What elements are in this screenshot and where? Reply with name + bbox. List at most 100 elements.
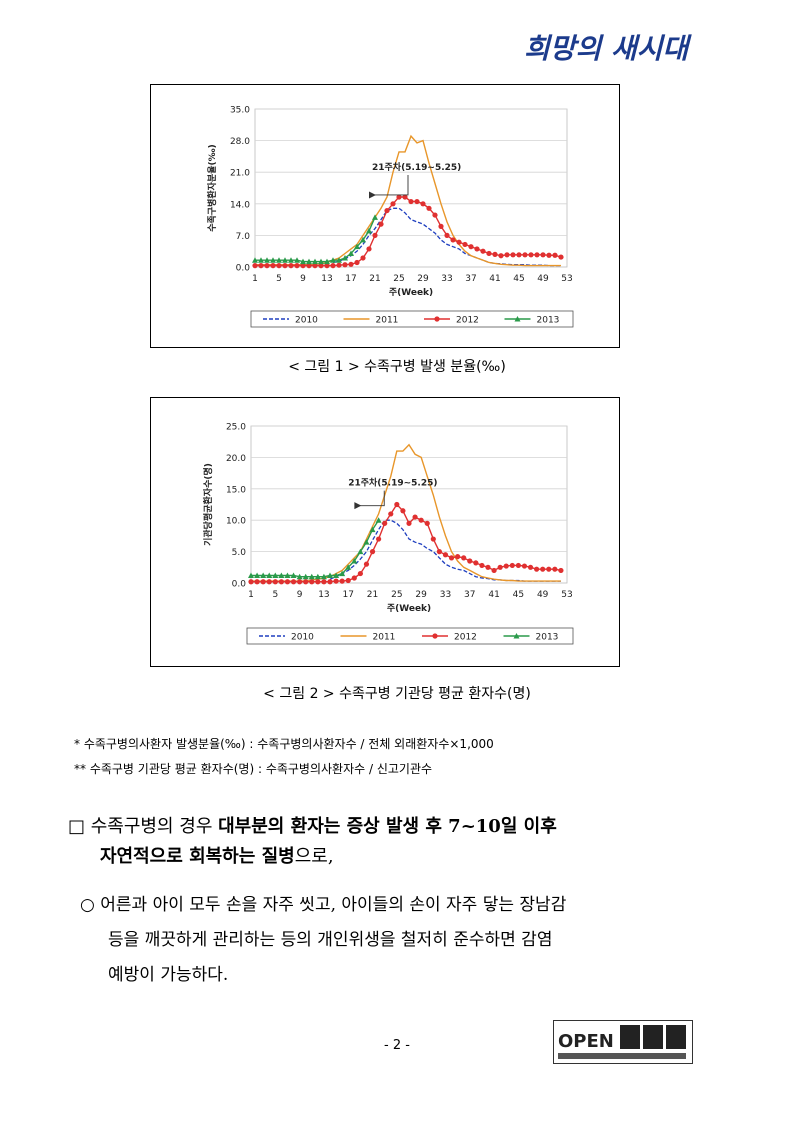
point-2013: [372, 214, 378, 220]
point-2012: [394, 501, 400, 508]
legend-box: [250, 310, 574, 328]
point-2012: [462, 241, 468, 248]
point-2012: [406, 520, 412, 526]
x-tick-label: 29: [417, 274, 429, 284]
sub-text-line-3: 예방이 가능하다.: [108, 965, 229, 985]
y-tick-label: 5.0: [232, 548, 247, 558]
x-tick-label: 33: [440, 590, 451, 600]
point-2012: [276, 263, 282, 269]
point-2013: [264, 257, 270, 263]
point-2012: [491, 567, 497, 574]
main-text-bold-2: 자연적으로 회복하는 질병: [100, 846, 295, 867]
point-2013: [272, 572, 279, 578]
main-paragraph-line-2: 자연적으로 회복하는 질병으로,: [68, 842, 698, 872]
point-2013: [306, 258, 312, 265]
footnote-2: ** 수족구병 기관당 평균 환자수(명) : 수족구병의사환자수 / 신고기관…: [74, 762, 433, 776]
point-2013: [248, 572, 254, 578]
x-tick-label: 29: [415, 590, 427, 600]
annotation-arrow-head: [354, 502, 362, 510]
point-2012: [388, 511, 394, 517]
point-2012: [248, 579, 254, 585]
point-2012: [384, 207, 390, 214]
x-tick-label: 5: [276, 274, 282, 284]
point-2013: [339, 570, 346, 577]
x-tick-label: 41: [489, 274, 500, 284]
open-label: OPEN: [558, 1031, 614, 1052]
y-tick-label: 7.0: [236, 232, 251, 242]
point-2012: [324, 263, 330, 269]
point-2012: [444, 232, 450, 238]
annotation-label: 21주차(5.19~5.25): [372, 161, 461, 173]
point-2012: [540, 566, 546, 572]
point-2012: [357, 570, 363, 577]
point-2012: [252, 263, 258, 269]
point-2012: [372, 232, 378, 238]
point-2012: [360, 255, 366, 261]
logo-text: 희망의 새시대: [524, 32, 693, 65]
legend-label-2013: 2013: [536, 633, 559, 643]
point-2012: [272, 579, 278, 585]
point-2012: [552, 252, 558, 258]
x-tick-label: 53: [561, 590, 572, 600]
point-2012: [442, 552, 449, 558]
main-text-bold-1: 대부분의 환자는 증상 발생 후 7~10일 이후: [218, 816, 557, 837]
point-2012: [485, 564, 491, 570]
x-tick-label: 21: [367, 590, 378, 600]
point-2012: [504, 252, 510, 258]
point-2013: [318, 258, 324, 265]
legend-label-2010: 2010: [291, 633, 314, 643]
point-2013: [363, 539, 370, 545]
circle-bullet: ○: [80, 895, 95, 915]
chart-2: 0.0 5.0 10.0 15.0 20.0 25.0 1 5 9 13 17 21 25 29 33 37 4…: [202, 423, 574, 645]
y-tick-label: 10.0: [226, 517, 246, 527]
point-2013: [254, 572, 261, 578]
x-tick-label: 17: [343, 590, 354, 600]
point-2012: [461, 555, 467, 561]
license-icon-nc: [643, 1025, 663, 1049]
x-tick-label: 41: [488, 590, 499, 600]
point-2013: [278, 572, 285, 578]
point-2012: [521, 563, 528, 569]
series-2012-line: [255, 196, 562, 267]
legend-label-2011: 2011: [373, 633, 396, 643]
legend-label-2013: 2013: [537, 316, 560, 326]
x-tick-label: 17: [345, 274, 356, 284]
point-2012: [333, 578, 339, 584]
chart-1: 0.0 7.0 14.0 21.0 28.0 35.0 1 5 9 13 17 21 25 29 33 37 4…: [206, 106, 574, 328]
point-2012: [552, 566, 558, 572]
point-2013: [336, 257, 342, 263]
sub-paragraph: ○ 어른과 아이 모두 손을 자주 씻고, 아이들의 손이 자주 닿는 장남감 …: [80, 888, 700, 993]
point-2012: [515, 562, 521, 569]
point-2012: [534, 252, 540, 258]
annotation-arrow-line: [360, 490, 385, 507]
point-2012: [522, 252, 528, 258]
point-2013: [369, 526, 376, 533]
point-2013: [375, 517, 382, 523]
point-2012: [363, 561, 370, 567]
point-2013: [330, 257, 336, 263]
point-2012: [264, 263, 270, 269]
x-tick-label: 9: [300, 274, 306, 284]
x-tick-label: 5: [272, 590, 278, 600]
point-2012: [327, 579, 333, 585]
point-2012: [278, 579, 284, 585]
point-2013: [342, 254, 348, 261]
x-tick-label: 1: [248, 590, 254, 600]
point-2013: [284, 572, 291, 578]
point-2012: [270, 263, 276, 269]
point-2012: [486, 250, 492, 257]
point-2012: [315, 579, 321, 585]
point-2013: [302, 573, 309, 580]
y-tick-label: 15.0: [226, 485, 246, 495]
point-2012: [436, 549, 442, 555]
point-2013: [348, 250, 354, 256]
license-icon-by: [620, 1025, 640, 1049]
main-text-post: 으로,: [294, 846, 334, 867]
y-tick-label: 21.0: [230, 169, 250, 179]
chart-2-container: 0.0 5.0 10.0 15.0 20.0 25.0 1 5 9 13 17 21 25 29 33 37 4…: [150, 397, 620, 667]
x-tick-label: 37: [465, 274, 476, 284]
point-2012: [378, 221, 384, 227]
point-2012: [342, 262, 348, 268]
y-axis-label: 수족구병환자분율(‰): [206, 144, 218, 231]
point-2012: [290, 579, 297, 585]
